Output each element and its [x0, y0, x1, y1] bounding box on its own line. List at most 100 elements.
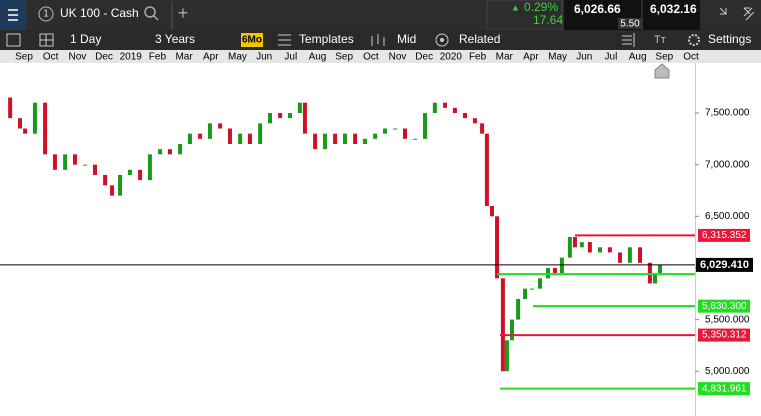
y-tick-label: 7,000.000 [705, 159, 750, 170]
panel-icon[interactable] [6, 33, 21, 47]
candle [537, 278, 542, 289]
candle [92, 164, 97, 175]
candle [552, 267, 557, 274]
candle [579, 242, 584, 248]
candle [516, 298, 521, 320]
candle [529, 288, 534, 290]
buy-box[interactable] [643, 0, 700, 30]
candle [267, 113, 272, 124]
sell-price: 6,026.66 [574, 2, 621, 16]
candle [138, 169, 143, 181]
candle [495, 216, 500, 279]
x-tick-label: Nov [389, 52, 407, 63]
x-tick-label: Mar [496, 52, 514, 63]
candle [353, 133, 358, 144]
candle [652, 273, 657, 284]
candle [187, 133, 192, 144]
settings-icon [688, 34, 700, 46]
search-icon[interactable] [144, 6, 156, 18]
interval[interactable]: 1 Day [70, 32, 101, 46]
add-tab[interactable]: + [178, 3, 189, 23]
scroll-handle[interactable] [654, 63, 670, 79]
candle [258, 123, 263, 144]
candle [118, 174, 123, 196]
candle [43, 102, 48, 155]
level-tag [698, 328, 750, 342]
candle [278, 113, 283, 119]
text-icon[interactable]: Tт [654, 34, 666, 46]
x-tick-label: Feb [149, 52, 167, 63]
badge-box [241, 33, 263, 47]
x-tick-label: Apr [203, 52, 219, 63]
candle [484, 133, 489, 206]
candle [443, 102, 448, 108]
search-icon [153, 15, 159, 21]
candle [8, 97, 13, 119]
candle [393, 128, 398, 130]
candle [598, 247, 603, 253]
x-tick-label: Aug [309, 52, 327, 63]
x-tick-label: Sep [15, 52, 33, 63]
candle [509, 319, 514, 341]
candle [618, 252, 623, 263]
candle [218, 123, 223, 129]
x-tick-label: Jul [284, 52, 297, 63]
related-icon [435, 33, 449, 47]
candle [489, 205, 494, 217]
buy-price: 6,032.16 [650, 2, 697, 16]
candle [52, 154, 57, 170]
x-tick-label: May [228, 52, 247, 63]
candle [18, 118, 23, 129]
last-price-label: 6,029.410 [700, 259, 749, 271]
candle [167, 149, 172, 155]
instrument[interactable]: UK 100 - Cash [60, 6, 139, 20]
candle [198, 133, 203, 139]
x-tick-label: 2019 [120, 52, 143, 63]
toolbar [0, 30, 761, 50]
window-icons[interactable] [719, 7, 755, 21]
candle [178, 143, 183, 155]
candle [238, 133, 243, 144]
candle [333, 133, 338, 144]
level-tag [698, 299, 750, 313]
candle [432, 102, 437, 114]
candle [72, 154, 77, 165]
level-label: 4,831.961 [702, 383, 747, 394]
candle [587, 242, 592, 253]
draw-icon[interactable] [622, 33, 635, 47]
candle [500, 278, 505, 372]
candle [373, 133, 378, 139]
candle [247, 133, 252, 144]
x-tick-label: Sep [655, 52, 673, 63]
x-tick-label: Jun [256, 52, 272, 63]
candle [545, 267, 550, 279]
candle [402, 128, 407, 139]
x-tick-label: Dec [95, 52, 113, 63]
candle [452, 107, 457, 114]
spread: 5.50 [620, 19, 640, 30]
change-pct: 0.29% [524, 0, 558, 14]
y-tick-label: 5,500.000 [705, 314, 750, 325]
candle [382, 128, 387, 134]
candle [658, 264, 663, 274]
candle [480, 123, 485, 134]
x-tick-label: 2020 [440, 52, 463, 63]
templates[interactable]: Templates [299, 32, 354, 46]
candle [627, 247, 632, 263]
candle [63, 154, 68, 170]
candle [362, 138, 367, 144]
candle-icon [371, 34, 385, 46]
spread-box [618, 18, 643, 29]
settings[interactable]: Settings [708, 32, 751, 46]
x-tick-label: Jun [576, 52, 592, 63]
price-type[interactable]: Mid [397, 32, 416, 46]
x-tick-label: Oct [363, 52, 379, 63]
change: 17.64 [533, 13, 563, 27]
related[interactable]: Related [459, 32, 500, 46]
badge[interactable]: 6Mo [242, 35, 262, 46]
level-label: 6,315.352 [702, 230, 747, 241]
candle [207, 123, 212, 139]
range[interactable]: 3 Years [155, 32, 195, 46]
x-tick-label: Oct [43, 52, 59, 63]
y-tick-label: 5,000.000 [705, 366, 750, 377]
